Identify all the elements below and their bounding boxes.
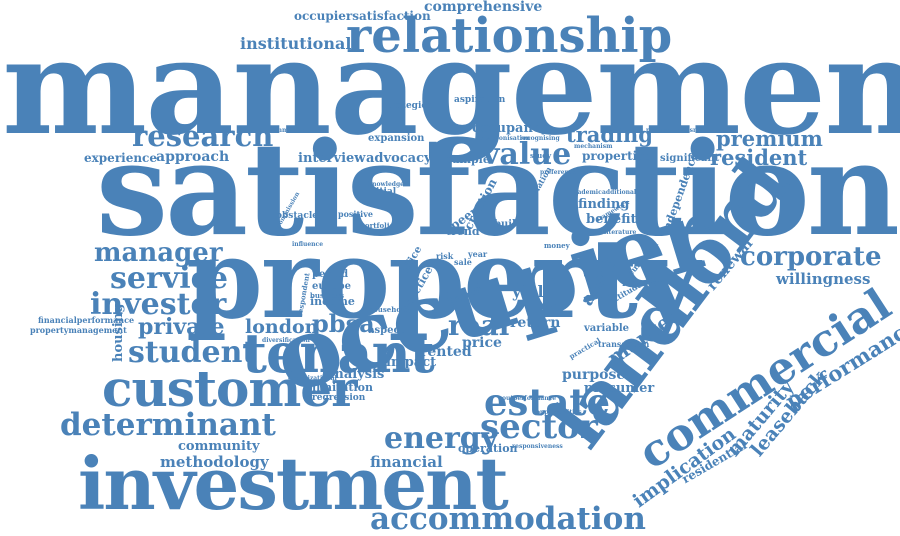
word-financial: financial [370,453,443,471]
word-portfolio: portfolio [360,221,395,230]
word-manager: manager [94,238,223,268]
word-aspiration: aspiration [454,95,506,105]
word-significant: significant [660,153,720,164]
word-institutional: institutional [240,34,352,53]
word-interview: interview [298,151,366,166]
word-community: community [178,439,260,454]
word-outperformance: outperformance [502,395,557,402]
word-propertymanagement: propertymanagement [30,325,127,335]
word-willingness: willingness [776,270,871,288]
word-service: service [110,261,228,296]
word-additional: additional [602,189,637,196]
word-opportunities: opportunities [536,409,582,416]
word-variable: variable [584,323,629,334]
word-benefit: benefit [586,212,637,227]
word-advocacy: advocacy [366,151,432,166]
word-positive: positive [338,209,373,219]
word-accommodation: accommodation [370,501,646,536]
word-regression: regression [312,393,366,403]
word-transaction: transaction [598,339,650,349]
word-methodology: methodology [160,453,269,471]
word-customer: customer [102,359,357,418]
word-recognising: recognising [520,135,560,142]
word-knowledge: knowledge [368,181,404,188]
word-obstacle: obstacle [276,211,318,221]
word-initial: initial [366,187,397,197]
word-finding: finding [578,197,630,212]
word-properties: properties [582,149,652,163]
word-communication: communication [268,127,321,134]
word-analysis: analysis [326,367,385,382]
word-purpose: purpose [562,367,626,383]
word-sample: sample [446,153,490,166]
word-investor: investor [90,287,227,322]
word-professionalism: professionalism [646,127,700,134]
word-impact: impact [386,355,437,370]
word-satisfaction: satisfaction [96,115,900,265]
word-business: business [310,291,345,300]
word-responsiveness: responsiveness [512,443,563,450]
word-relationship: relationship [346,8,673,64]
word-household: household [368,305,409,314]
word-expansion: expansion [368,133,425,144]
word-determinant: determinant [60,407,276,443]
word-approach: approach [156,149,230,165]
word-rented: rented [420,344,472,360]
word-nigerian: nigerian [622,279,665,289]
word-limitation: limitation [312,381,373,394]
word-premium: premium [716,126,823,151]
word-management: management [2,10,900,165]
word-pbsa: pbsa [312,309,375,338]
word-literature: literature [604,229,637,236]
word-preference: preference [540,169,577,176]
word-strategies: strategies [382,101,433,111]
word-energy: energy [384,421,499,456]
word-income: income [310,295,355,308]
word-corporate: corporate [740,242,882,272]
word-prosumer: prosumer [584,381,655,396]
word-built: built [494,219,521,230]
word-price: price [462,335,502,351]
word-return: return [510,315,561,331]
word-period: period [312,269,349,280]
word-sale: sale [454,257,472,267]
word-europe: europe [312,281,351,292]
word-mechanism: mechanism [574,143,613,150]
word-study: study [530,151,552,160]
word-property: property [186,214,700,343]
word-trading: trading [566,122,653,147]
word-year: year [468,249,488,259]
word-organizational: organizational [288,375,337,382]
word-risk: risk [436,251,454,261]
word-influence: influence [292,241,324,248]
word-money: money [544,241,570,250]
word-diversification: diversification [262,337,310,344]
word-occupancy: occupancy [472,121,549,136]
word-aspect: aspect [368,325,405,336]
word-yield: yield [512,282,555,301]
word-private: private [138,314,225,340]
word-experience: experience [84,151,157,165]
word-research: research [132,119,274,153]
word-london: london [245,316,319,338]
word-financialperformance: financialperformance [38,315,135,325]
word-resident: resident [710,145,808,170]
word-real: real [448,309,510,342]
word-estate: estate [484,380,611,424]
word-sector: sector [480,407,598,447]
word-comprehensive: comprehensive [424,0,543,15]
word-operation: operation [458,442,518,455]
word-academic: academic [570,189,602,196]
word-value: value [482,137,572,172]
word-investment: investment [78,441,509,526]
word-tenant: tenant [242,321,435,385]
word-decarbonisation: decarbonisation [476,135,531,142]
word-student: student [128,335,257,370]
word-occupiersatisfaction: occupiersatisfaction [294,9,431,23]
word-trend: trend [446,225,480,238]
